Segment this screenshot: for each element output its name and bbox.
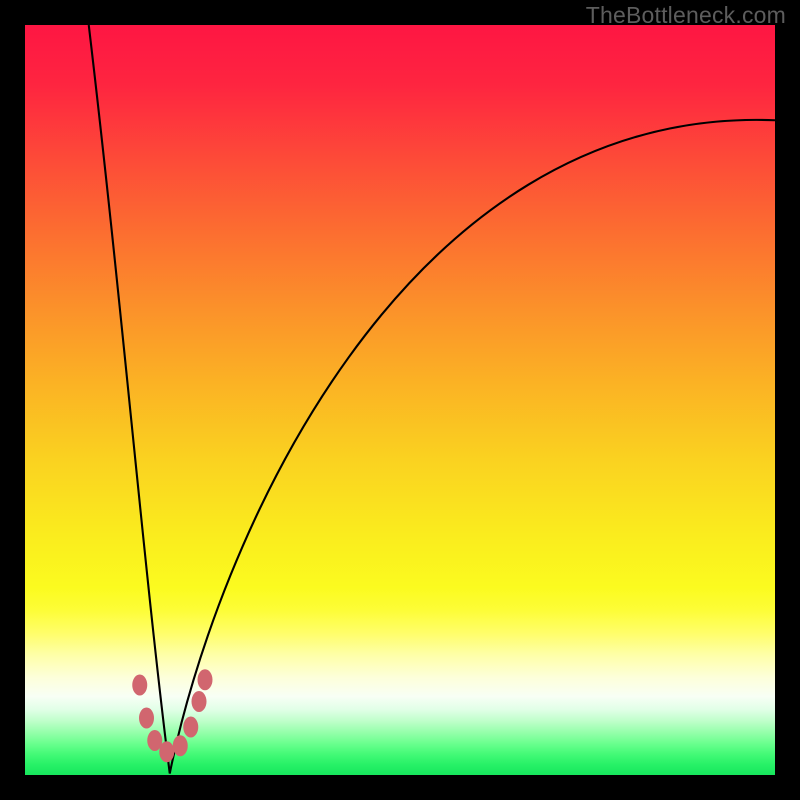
curve-marker bbox=[139, 708, 154, 729]
curve-marker bbox=[183, 717, 198, 738]
plot-area bbox=[25, 25, 775, 775]
curve-marker bbox=[173, 735, 188, 756]
curve-marker bbox=[192, 691, 207, 712]
curve-marker bbox=[159, 741, 174, 762]
curve-marker bbox=[198, 669, 213, 690]
curve-marker bbox=[132, 675, 147, 696]
bottleneck-chart bbox=[0, 0, 800, 800]
chart-frame: TheBottleneck.com bbox=[0, 0, 800, 800]
